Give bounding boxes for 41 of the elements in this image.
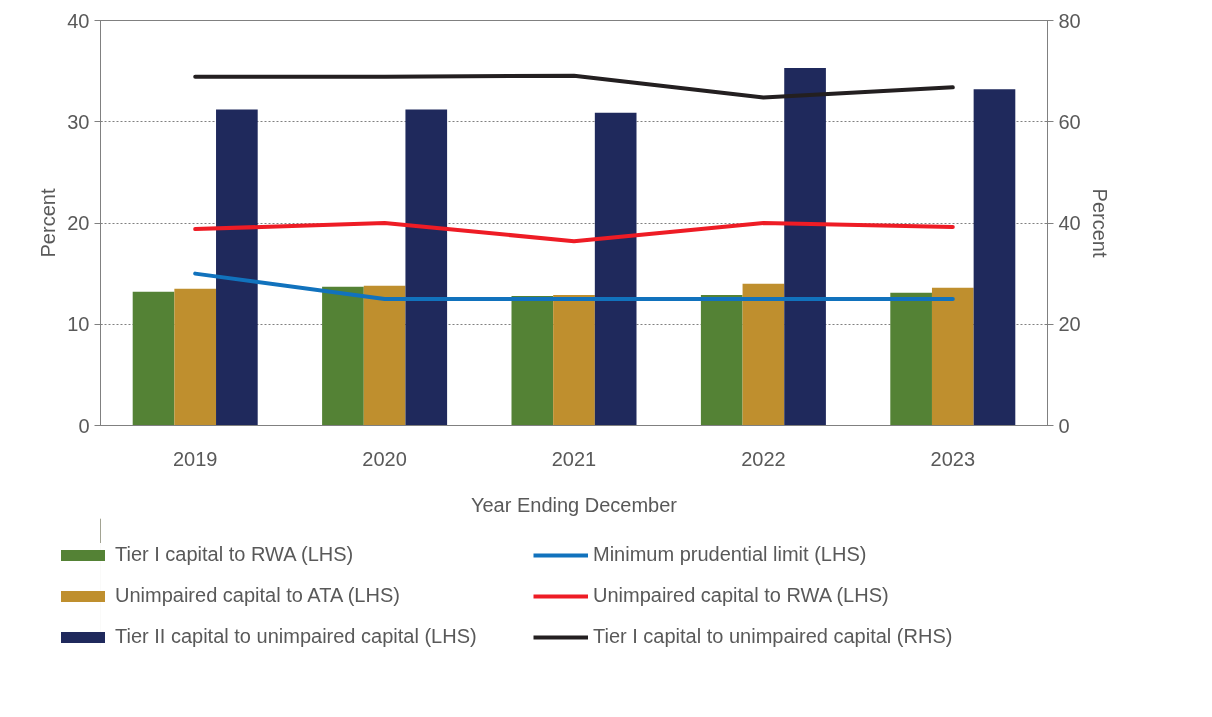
x-tick-label: 2019: [172, 447, 218, 470]
bar: [973, 89, 1016, 426]
x-tick-label: 2022: [741, 447, 786, 470]
bar: [931, 287, 974, 426]
y2-tick-label: 0: [1058, 414, 1070, 437]
y-tick-label: 0: [78, 414, 90, 437]
legend-label: Tier I capital to RWA (LHS): [115, 543, 355, 566]
y2-tick-label: 40: [1058, 212, 1081, 234]
y-axis-title: Percent: [37, 188, 60, 258]
bar: [363, 285, 406, 426]
bar: [784, 68, 826, 426]
x-tick-label: 2023: [930, 447, 976, 470]
line-series: [193, 221, 955, 244]
bar: [700, 294, 743, 426]
x-tick-label: 2021: [551, 447, 597, 470]
legend-label: Tier I capital to unimpaired capital (RHS): [593, 625, 954, 648]
x-tick-label: 2020: [362, 447, 407, 470]
legend-label: Tier II capital to unimpaired capital (LHS): [115, 625, 478, 648]
legend-label: Unimpaired capital to RWA (LHS): [593, 584, 890, 607]
bar: [405, 109, 448, 426]
line-series: [193, 73, 955, 100]
legend-label: Minimum prudential limit (LHS): [593, 543, 868, 566]
bar: [132, 291, 175, 426]
y-tick-label: 40: [67, 9, 90, 32]
bar: [216, 109, 258, 426]
bar: [890, 292, 932, 426]
bar: [553, 294, 595, 426]
y-tick-label: 30: [67, 110, 90, 133]
bar: [322, 286, 364, 426]
bar: [742, 283, 785, 426]
bar: [174, 288, 217, 426]
y2-axis-title: Percent: [1088, 188, 1111, 258]
y2-tick-label: 80: [1058, 9, 1081, 32]
y2-tick-label: 60: [1058, 110, 1081, 133]
bar: [594, 112, 637, 426]
y2-tick-label: 20: [1058, 313, 1081, 336]
y-tick-label: 20: [67, 212, 90, 234]
y-tick-label: 10: [67, 313, 90, 336]
x-axis-title: Year Ending December: [470, 493, 678, 516]
bar: [511, 295, 554, 426]
legend-label: Unimpaired capital to ATA (LHS): [115, 584, 401, 607]
